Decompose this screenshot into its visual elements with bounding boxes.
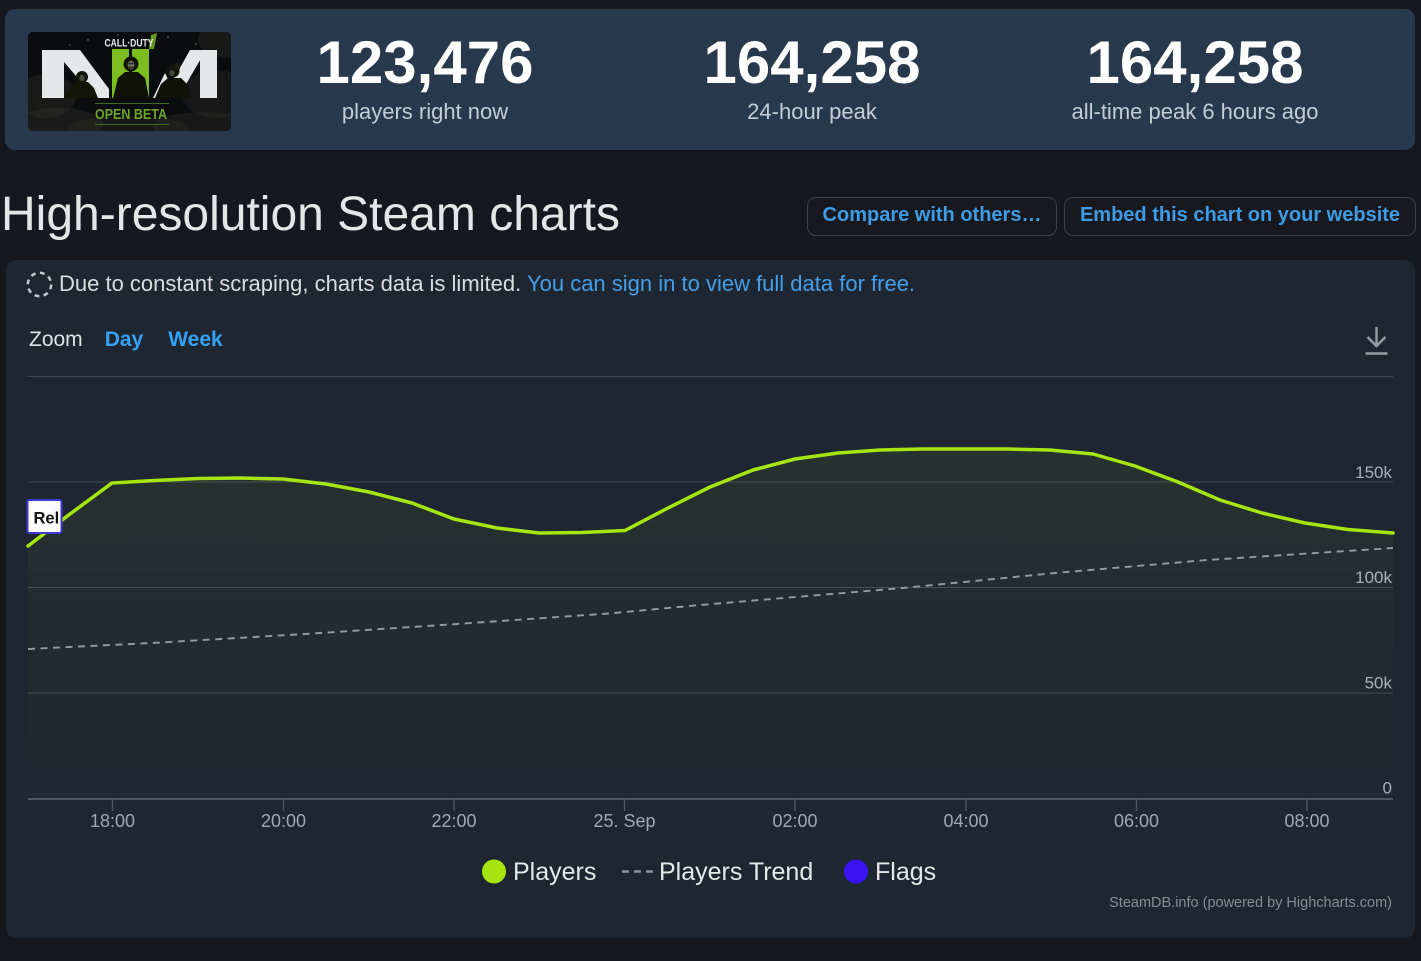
svg-text:04:00: 04:00 bbox=[943, 811, 988, 831]
svg-text:06:00: 06:00 bbox=[1114, 811, 1159, 831]
svg-text:100k: 100k bbox=[1355, 568, 1392, 587]
svg-text:Rel: Rel bbox=[34, 510, 60, 528]
svg-text:50k: 50k bbox=[1365, 674, 1393, 693]
svg-text:OPEN BETA: OPEN BETA bbox=[95, 106, 167, 123]
svg-text:150k: 150k bbox=[1355, 463, 1392, 482]
svg-text:18:00: 18:00 bbox=[90, 811, 135, 831]
svg-text:CALL·DUTY: CALL·DUTY bbox=[105, 38, 155, 50]
svg-text:22:00: 22:00 bbox=[431, 811, 476, 831]
svg-text:Flags: Flags bbox=[875, 858, 936, 886]
svg-text:20:00: 20:00 bbox=[261, 811, 306, 831]
svg-text:SteamDB.info (powered by Highc: SteamDB.info (powered by Highcharts.com) bbox=[1109, 895, 1392, 911]
svg-text:Players Trend: Players Trend bbox=[659, 858, 813, 886]
svg-text:25. Sep: 25. Sep bbox=[593, 811, 655, 831]
svg-text:08:00: 08:00 bbox=[1284, 811, 1329, 831]
svg-text:Players: Players bbox=[513, 858, 596, 886]
svg-text:02:00: 02:00 bbox=[772, 811, 817, 831]
svg-text:0: 0 bbox=[1383, 779, 1392, 798]
